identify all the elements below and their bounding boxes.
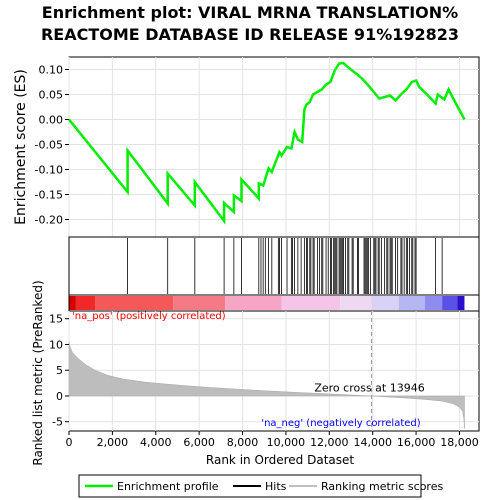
- color-bar-segment: [442, 296, 458, 310]
- color-bar-segment: [371, 296, 399, 310]
- es-y-axis: -0.20 -0.15 -0.10 -0.05 0.00 0.05 0.10: [35, 64, 69, 227]
- color-bar-segment: [424, 296, 443, 310]
- negatively-correlated-label: 'na_neg' (negatively correlated): [261, 418, 420, 429]
- color-bar-segment: [95, 296, 174, 310]
- metric-y-axis-label: Ranked list metric (PreRanked): [31, 280, 45, 465]
- legend-label-ranking-metric: Ranking metric scores: [321, 480, 443, 493]
- color-bar-segment: [398, 296, 425, 310]
- metric-y-tick-label: 5: [56, 364, 63, 377]
- chart-title-line-2: REACTOME DATABASE ID RELEASE 91%192823: [41, 25, 459, 44]
- hits-panel-frame: [68, 236, 480, 296]
- legend-label-hits: Hits: [265, 480, 287, 493]
- color-bar-segment: [173, 296, 226, 310]
- x-tick-label: 6,000: [183, 436, 215, 449]
- x-tick-label: 14,000: [353, 436, 392, 449]
- enrichment-profile-series: [68, 61, 466, 225]
- es-plot-grid: [68, 57, 479, 237]
- metric-y-tick-label: 15: [49, 313, 63, 326]
- x-tick-label: 18,000: [440, 436, 479, 449]
- ranking-metric-area: [68, 341, 465, 429]
- x-tick-label: 10,000: [267, 436, 306, 449]
- x-axis-label: Rank in Ordered Dataset: [206, 453, 354, 467]
- es-y-tick-label: -0.05: [35, 139, 63, 152]
- es-y-tick-label: 0.05: [39, 89, 64, 102]
- enrichment-profile-line: [68, 61, 466, 225]
- color-bar-segment: [340, 296, 372, 310]
- es-y-axis-label: Enrichment score (ES): [13, 69, 29, 225]
- metric-plot-frame: [68, 310, 480, 432]
- metric-x-axis: 0 2,000 4,000 6,000 8,000 10,000 12,000 14,000 1…: [66, 431, 479, 449]
- color-bar-segment: [225, 296, 282, 310]
- ranking-metric-series: [68, 341, 465, 429]
- x-tick-label: 12,000: [310, 436, 349, 449]
- legend-item-ranking-metric: Ranking metric scores: [289, 480, 443, 493]
- metric-y-tick-label: -5: [52, 416, 63, 429]
- legend-label-enrichment-profile: Enrichment profile: [117, 480, 219, 493]
- es-y-tick-label: 0.00: [39, 114, 64, 127]
- es-y-tick-label: -0.15: [35, 189, 63, 202]
- color-bar-segment: [281, 296, 341, 310]
- chart-title-line-1: Enrichment plot: VIRAL MRNA TRANSLATION%: [42, 3, 458, 22]
- es-y-tick-label: -0.10: [35, 164, 63, 177]
- positively-correlated-label: 'na_pos' (positively correlated): [72, 311, 226, 322]
- metric-y-tick-label: 0: [56, 390, 63, 403]
- es-y-tick-label: -0.20: [35, 214, 63, 227]
- legend-item-enrichment-profile: Enrichment profile: [85, 480, 219, 493]
- es-plot-frame: [68, 56, 480, 238]
- ranked-color-bar: [69, 296, 465, 310]
- x-tick-label: 4,000: [140, 436, 172, 449]
- x-tick-label: 8,000: [227, 436, 259, 449]
- color-bar-segment: [75, 296, 96, 310]
- x-tick-label: 2,000: [97, 436, 129, 449]
- color-bar-segment: [457, 296, 465, 310]
- metric-y-axis: -5 0 5 10 15: [49, 313, 69, 429]
- x-tick-label: 16,000: [397, 436, 436, 449]
- metric-y-tick-label: 10: [49, 338, 63, 351]
- legend-item-hits: Hits: [233, 480, 287, 493]
- color-bar-segment: [69, 296, 76, 310]
- es-y-tick-label: 0.10: [39, 64, 64, 77]
- hits-series: [127, 238, 443, 294]
- x-tick-label: 0: [66, 436, 73, 449]
- zero-cross-label: Zero cross at 13946: [314, 381, 424, 394]
